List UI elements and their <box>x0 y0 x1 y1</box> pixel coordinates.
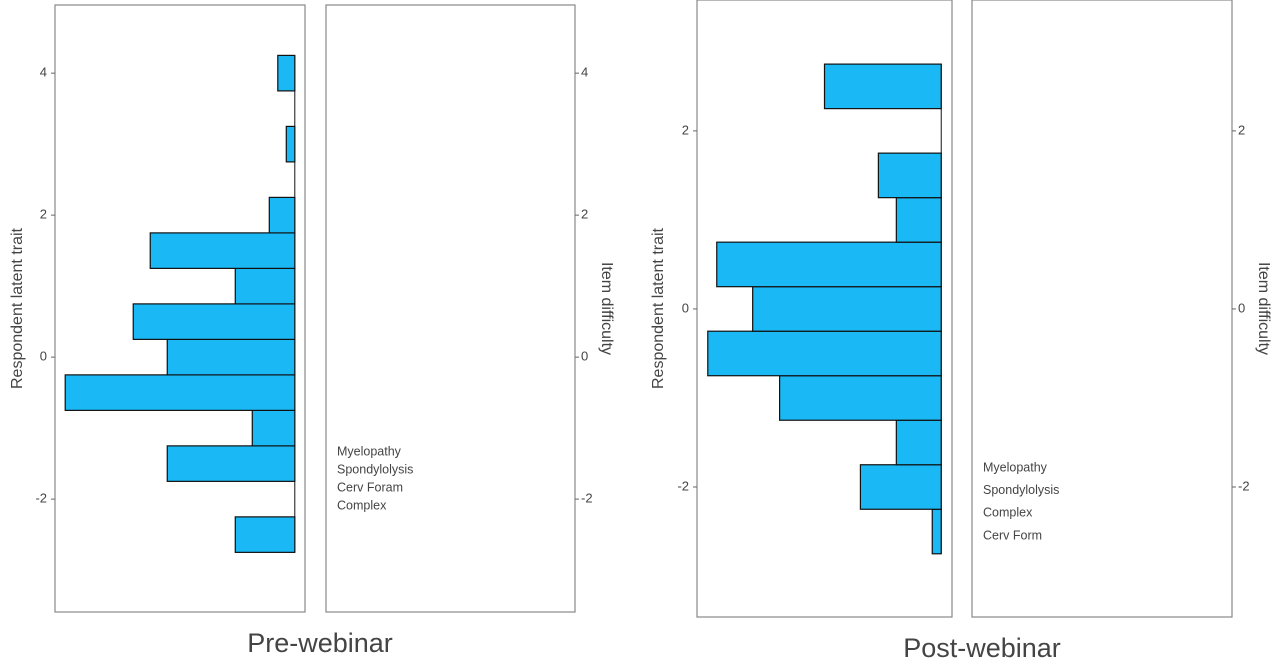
y-axis-label: Respondent latent trait <box>650 227 667 389</box>
bar <box>779 375 942 421</box>
y-tick-label: -2 <box>35 491 47 506</box>
bar <box>931 508 942 555</box>
bar <box>859 464 942 510</box>
y2-axis-label: Item difficulty <box>598 262 615 355</box>
chart-title: Post-webinar <box>903 633 1061 661</box>
item-label: Spondylolysis <box>983 483 1059 497</box>
y2-tick-label: 0 <box>581 349 588 364</box>
item-label: Complex <box>983 506 1033 520</box>
y-tick-label: -2 <box>677 478 689 493</box>
item-label: Myelopathy <box>983 460 1048 474</box>
bar <box>268 196 296 234</box>
y-tick-label: 0 <box>682 300 689 315</box>
bar <box>64 374 296 411</box>
bar <box>877 152 942 199</box>
bar <box>166 445 296 482</box>
bar <box>132 303 296 340</box>
panel <box>971 0 1233 618</box>
y2-tick-label: 4 <box>581 65 588 80</box>
bar <box>149 232 296 269</box>
bar <box>716 241 942 288</box>
item-label: Cerv Form <box>983 528 1042 542</box>
bar <box>277 54 296 92</box>
y2-tick-label: -2 <box>581 491 593 506</box>
y2-tick-label: -2 <box>1238 478 1250 493</box>
item-label: Myelopathy <box>337 444 402 458</box>
bar <box>752 286 942 332</box>
bar <box>166 338 296 376</box>
panel <box>54 4 306 613</box>
item-label: Cerv Foram <box>337 480 403 494</box>
y-tick-label: 0 <box>40 349 47 364</box>
y2-tick-label: 2 <box>581 207 588 222</box>
y-tick-label: 2 <box>682 122 689 137</box>
item-label: Complex <box>337 498 387 512</box>
bar <box>234 516 296 553</box>
bar <box>251 409 296 447</box>
y-axis-label: Respondent latent trait <box>9 227 26 389</box>
bar <box>823 63 942 110</box>
y-tick-label: 4 <box>40 65 47 80</box>
y2-tick-label: 0 <box>1238 300 1245 315</box>
panel <box>325 4 576 613</box>
y2-axis-label: Item difficulty <box>1255 262 1272 355</box>
bar <box>895 197 942 243</box>
chart-title: Pre-webinar <box>247 628 393 658</box>
y2-tick-label: 2 <box>1238 122 1245 137</box>
y-tick-label: 2 <box>40 207 47 222</box>
item-label: Spondylolysis <box>337 462 413 476</box>
bar <box>234 267 296 305</box>
bar <box>285 125 296 163</box>
bar <box>895 419 942 466</box>
bar <box>707 330 942 377</box>
